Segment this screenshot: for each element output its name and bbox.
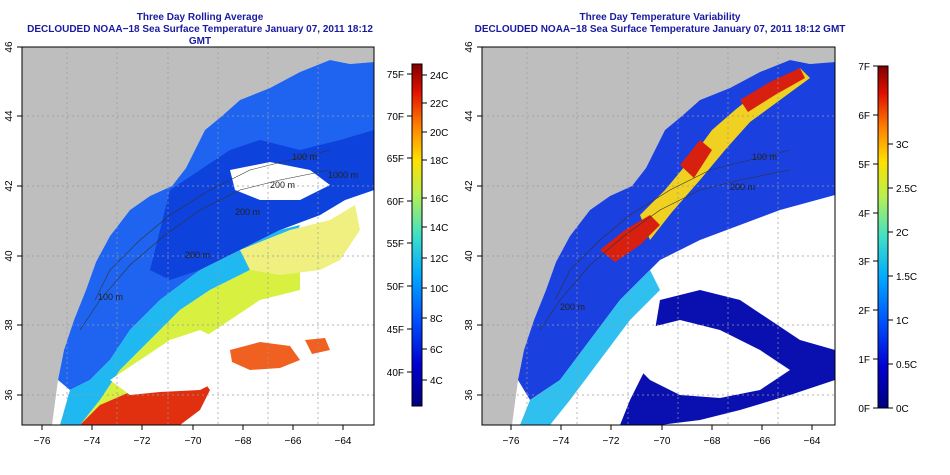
left-lat-label: 36 [4, 389, 15, 401]
left-cb-c-label: 22C [430, 99, 448, 110]
left-cb-f-label: 75F [387, 70, 404, 81]
left-cb-c-label: 24C [430, 71, 448, 82]
left-x-axis: −76 −74 −72 −70 −68 −66 −64 [34, 425, 352, 447]
left-y-axis: 46 44 42 40 38 36 [4, 41, 22, 401]
left-cb-c-label: 10C [430, 284, 448, 295]
right-panel-title: Three Day Temperature Variability DECLOU… [470, 12, 850, 36]
left-cb-f-label: 65F [387, 154, 404, 165]
left-lat-label: 46 [4, 41, 15, 53]
cloud-mask [110, 330, 230, 395]
left-lon-label: −68 [235, 436, 252, 447]
right-lon-label: −64 [804, 436, 821, 447]
right-lon-label: −68 [704, 436, 721, 447]
contour-label-left-1: 100 m [292, 152, 317, 162]
left-lat-label: 44 [4, 110, 15, 122]
left-cb-c-label: 8C [430, 314, 443, 325]
left-lon-label: −64 [335, 436, 352, 447]
land-mass [22, 47, 374, 425]
left-cb-c-label: 14C [430, 223, 448, 234]
left-lat-label: 38 [4, 319, 15, 331]
right-lat-label: 42 [464, 180, 475, 192]
left-cb-c-label: 12C [430, 254, 448, 265]
right-y-axis: 46 44 42 40 38 36 [464, 41, 482, 401]
left-cb-c-label: 20C [430, 128, 448, 139]
left-lon-label: −76 [34, 436, 51, 447]
var-red-front [600, 68, 805, 262]
right-lon-label: −66 [754, 436, 771, 447]
right-cb-c-label: 2.5C [896, 184, 917, 195]
right-cb-c-label: 1C [896, 316, 909, 327]
left-cb-c-label: 18C [430, 156, 448, 167]
left-cb-f-label: 40F [387, 368, 404, 379]
right-lon-label: −76 [503, 436, 520, 447]
left-cb-c-label: 16C [430, 194, 448, 205]
left-title-line1: Three Day Rolling Average [136, 12, 264, 23]
contour-label-left-3: 200 m [185, 250, 210, 260]
right-title-line2: DECLOUDED NOAA−18 Sea Surface Temperatur… [474, 24, 846, 35]
left-map: 100 m 200 m 200 m 100 m 1000 m 200 m [22, 47, 374, 425]
right-cb-c-label: 1.5C [896, 272, 917, 283]
right-cb-f-label: 7F [858, 62, 870, 73]
right-map: 100 m 200 m 200 m [482, 47, 835, 425]
right-cb-c-label: 3C [896, 140, 909, 151]
right-cb-c-label: 0C [896, 404, 909, 415]
contour-label-right-2: 200 m [730, 182, 755, 192]
left-cb-f-label: 45F [387, 325, 404, 336]
right-title-line1: Three Day Temperature Variability [579, 12, 741, 23]
cloud-mask-east [740, 215, 835, 300]
contour-label-right-1: 100 m [752, 152, 777, 162]
right-lat-label: 44 [464, 110, 475, 122]
left-lon-label: −72 [134, 436, 151, 447]
right-lat-label: 46 [464, 41, 475, 53]
land-mass [482, 47, 835, 425]
left-lat-label: 40 [4, 250, 15, 262]
contour-label-right-3: 200 m [560, 302, 585, 312]
contour-label-left-6: 200 m [235, 207, 260, 217]
right-map-frame [481, 46, 836, 426]
left-colorbar: 75F 70F 65F 60F 55F 50F 45F 40F 24C 22C … [387, 63, 448, 407]
left-cb-f-label: 50F [387, 282, 404, 293]
right-cb-c-label: 2C [896, 228, 909, 239]
var-yellow-front [640, 68, 810, 240]
left-cb-f-label: 55F [387, 239, 404, 250]
right-cb-f-label: 4F [858, 209, 870, 220]
right-cb-f-label: 3F [858, 257, 870, 268]
left-lon-label: −70 [185, 436, 202, 447]
right-lon-label: −72 [603, 436, 620, 447]
right-cb-f-label: 1F [858, 355, 870, 366]
left-cb-f-label: 70F [387, 112, 404, 123]
left-cb-c-label: 6C [430, 345, 443, 356]
left-lat-label: 42 [4, 180, 15, 192]
cloud-mask-north [230, 162, 330, 200]
left-panel-title: Three Day Rolling Average DECLOUDED NOAA… [20, 12, 380, 48]
right-cb-f-label: 0F [858, 404, 870, 415]
cloud-mask [630, 320, 790, 398]
left-map-frame [21, 46, 375, 426]
left-cb-c-label: 4C [430, 376, 443, 387]
right-cb-f-label: 5F [858, 160, 870, 171]
sst-orange-patches [230, 338, 330, 370]
right-cb-f-label: 6F [858, 111, 870, 122]
contour-label-left-2: 200 m [270, 180, 295, 190]
left-title-line2: DECLOUDED NOAA−18 Sea Surface Temperatur… [27, 24, 373, 47]
sst-yellow-patch [240, 205, 360, 275]
right-cb-f-label: 2F [858, 306, 870, 317]
contour-label-left-4: 100 m [98, 292, 123, 302]
right-x-axis: −76 −74 −72 −70 −68 −66 −64 [503, 425, 821, 447]
left-lon-label: −74 [84, 436, 101, 447]
right-cb-c-label: 0.5C [896, 360, 917, 371]
right-lon-label: −70 [654, 436, 671, 447]
left-lon-label: −66 [285, 436, 302, 447]
right-lat-label: 36 [464, 389, 475, 401]
var-cyan-zone [520, 270, 660, 425]
left-cb-f-label: 60F [387, 197, 404, 208]
contour-label-left-5: 1000 m [328, 170, 358, 180]
right-lon-label: −74 [553, 436, 570, 447]
right-lat-label: 40 [464, 250, 475, 262]
right-colorbar: 7F 6F 5F 4F 3F 2F 1F 0F 3C 2.5C 2C 1.5C … [858, 62, 917, 415]
right-lat-label: 38 [464, 319, 475, 331]
var-blue-shelf [518, 60, 835, 400]
